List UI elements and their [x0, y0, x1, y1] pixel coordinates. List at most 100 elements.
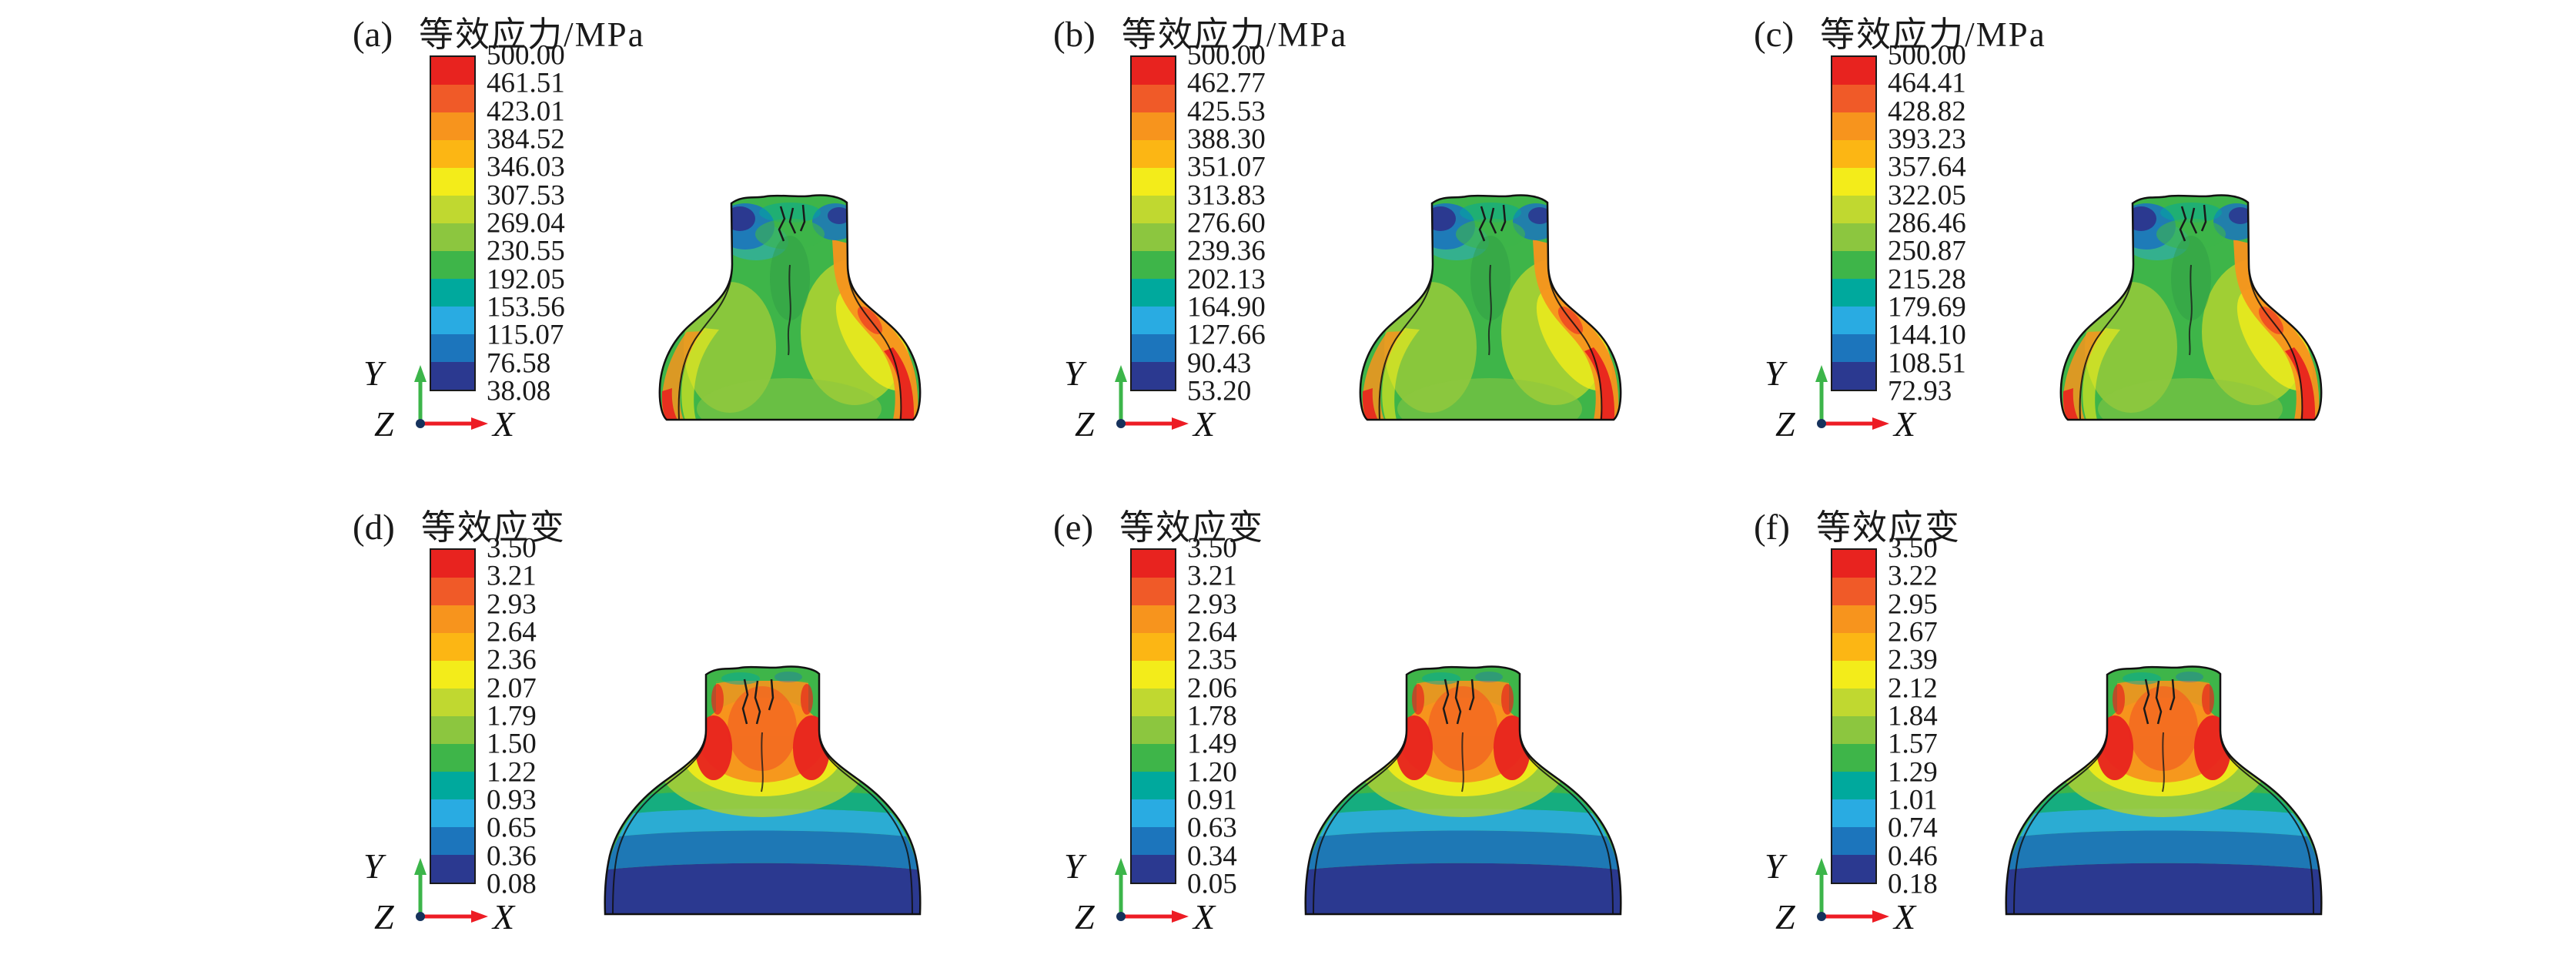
- colorbar-tick: 500.00: [487, 39, 565, 72]
- colorbar-tick: 0.08: [487, 868, 537, 900]
- colorbar-tick: 3.50: [487, 532, 537, 565]
- colorbar-ticks: 3.50 3.22 2.95 2.67 2.39 2.12 1.84 1.57 1.29 1.01…: [1888, 534, 2034, 899]
- colorbar-band: [431, 633, 474, 661]
- colorbar-band: [431, 827, 474, 855]
- panel-b: (b) 等效应力/MPa 500.00 462.77 425.53 388.30 351…: [1009, 6, 1705, 482]
- axis-label-x: X: [1192, 897, 1216, 934]
- panel-header: (d) 等效应变: [353, 499, 566, 549]
- colorbar-band: [1132, 112, 1175, 140]
- colorbar-band: [1132, 85, 1175, 112]
- colorbar-band: [1132, 362, 1175, 390]
- axis-triad: Y Z X: [353, 337, 518, 441]
- colorbar-tick: 423.01: [487, 95, 565, 128]
- colorbar-tick: 0.05: [1187, 868, 1237, 900]
- colorbar-band: [1832, 307, 1875, 334]
- colorbar-band: [1832, 744, 1875, 772]
- panel-label: (f): [1754, 508, 1790, 548]
- strain-contour-svg: [604, 665, 922, 916]
- colorbar-tick: 1.79: [487, 700, 537, 732]
- colorbar-band: [1832, 168, 1875, 196]
- colorbar-tick: 313.83: [1187, 179, 1266, 212]
- colorbar-ticks: 500.00 461.51 423.01 384.52 346.03 307.53 269.…: [487, 42, 633, 406]
- axis-label-z: Z: [1075, 404, 1095, 441]
- colorbar-tick: 164.90: [1187, 291, 1266, 323]
- colorbar-band: [431, 578, 474, 605]
- z-axis-origin-dot: [416, 912, 425, 921]
- colorbar-band: [431, 57, 474, 85]
- colorbar-tick: 388.30: [1187, 123, 1266, 156]
- z-axis-origin-dot: [416, 419, 425, 428]
- stress-contour-svg: [2059, 194, 2323, 421]
- colorbar-tick: 0.91: [1187, 784, 1237, 816]
- panel-title: 等效应变: [420, 508, 566, 547]
- panel-label: (e): [1053, 508, 1094, 548]
- colorbar-band: [1832, 716, 1875, 744]
- colorbar-tick: 357.64: [1888, 151, 1966, 183]
- z-axis-origin-dot: [1116, 419, 1126, 428]
- panel-d: (d) 等效应变 3.50 3.21 2.93 2.64 2.36 2.07 1.79 1.5…: [308, 499, 1005, 975]
- colorbar-band: [1132, 716, 1175, 744]
- axis-triad: Y Z X: [1754, 337, 1919, 441]
- colorbar-band: [1832, 334, 1875, 362]
- x-axis-arrowhead: [471, 417, 488, 430]
- colorbar-band: [1132, 799, 1175, 827]
- colorbar-band: [1132, 633, 1175, 661]
- axis-triad: Y Z X: [1053, 337, 1219, 441]
- colorbar-band: [1832, 689, 1875, 716]
- colorbar-ticks: 500.00 462.77 425.53 388.30 351.07 313.83 276.…: [1187, 42, 1333, 406]
- colorbar-tick: 2.07: [487, 672, 537, 705]
- colorbar-band: [1132, 744, 1175, 772]
- colorbar: [1130, 548, 1176, 884]
- colorbar-band: [1832, 772, 1875, 799]
- contour-shape: [2040, 189, 2342, 430]
- colorbar: [430, 548, 476, 884]
- colorbar-band: [1832, 140, 1875, 168]
- axis-triad-svg: Y Z X: [1765, 846, 1917, 934]
- colorbar-band: [431, 744, 474, 772]
- colorbar-tick: 500.00: [1888, 39, 1966, 72]
- colorbar-ticks: 3.50 3.21 2.93 2.64 2.36 2.07 1.79 1.50 1.22 0.93…: [487, 534, 633, 899]
- axis-triad-svg: Y Z X: [363, 846, 516, 934]
- colorbar-band: [431, 85, 474, 112]
- colorbar-band: [1832, 223, 1875, 251]
- z-axis-origin-dot: [1817, 419, 1826, 428]
- y-axis-arrowhead: [414, 365, 427, 382]
- colorbar-tick: 351.07: [1187, 151, 1266, 183]
- contour-shape: [1340, 189, 1641, 430]
- colorbar-band: [1832, 279, 1875, 307]
- colorbar-band: [431, 196, 474, 223]
- colorbar-band: [431, 140, 474, 168]
- panel-header: (a) 等效应力/MPa: [353, 6, 645, 56]
- colorbar-tick: 3.22: [1888, 560, 1938, 592]
- colorbar-tick: 72.93: [1888, 375, 1952, 407]
- colorbar-tick: 276.60: [1187, 207, 1266, 240]
- colorbar-tick: 230.55: [487, 235, 565, 267]
- colorbar-tick: 53.20: [1187, 375, 1252, 407]
- colorbar-tick: 3.50: [1187, 532, 1237, 565]
- axis-label-x: X: [1192, 404, 1216, 441]
- colorbar-tick: 179.69: [1888, 291, 1966, 323]
- panel-label: (c): [1754, 15, 1795, 55]
- contour-shape: [639, 189, 941, 430]
- colorbar-tick: 2.93: [487, 588, 537, 621]
- y-axis-arrowhead: [414, 858, 427, 875]
- panel-a: (a) 等效应力/MPa 500.00 461.51 423.01 384.52 346…: [308, 6, 1005, 482]
- axis-label-z: Z: [1075, 897, 1095, 934]
- colorbar-tick: 0.34: [1187, 840, 1237, 873]
- colorbar-band: [1132, 661, 1175, 689]
- colorbar-tick: 2.36: [487, 644, 537, 676]
- x-axis-arrowhead: [1872, 910, 1889, 923]
- panel-label: (d): [353, 508, 395, 548]
- colorbar: [1831, 548, 1877, 884]
- panel-header: (e) 等效应变: [1053, 499, 1264, 549]
- axis-label-x: X: [1892, 404, 1917, 441]
- colorbar-tick: 2.39: [1888, 644, 1938, 676]
- axis-label-y: Y: [1064, 353, 1087, 393]
- colorbar-band: [1832, 196, 1875, 223]
- y-axis-arrowhead: [1815, 365, 1828, 382]
- colorbar-band: [1832, 633, 1875, 661]
- colorbar-tick: 2.93: [1187, 588, 1237, 621]
- y-axis-arrowhead: [1115, 365, 1127, 382]
- colorbar-tick: 3.50: [1888, 532, 1938, 565]
- axis-label-y: Y: [1064, 846, 1087, 886]
